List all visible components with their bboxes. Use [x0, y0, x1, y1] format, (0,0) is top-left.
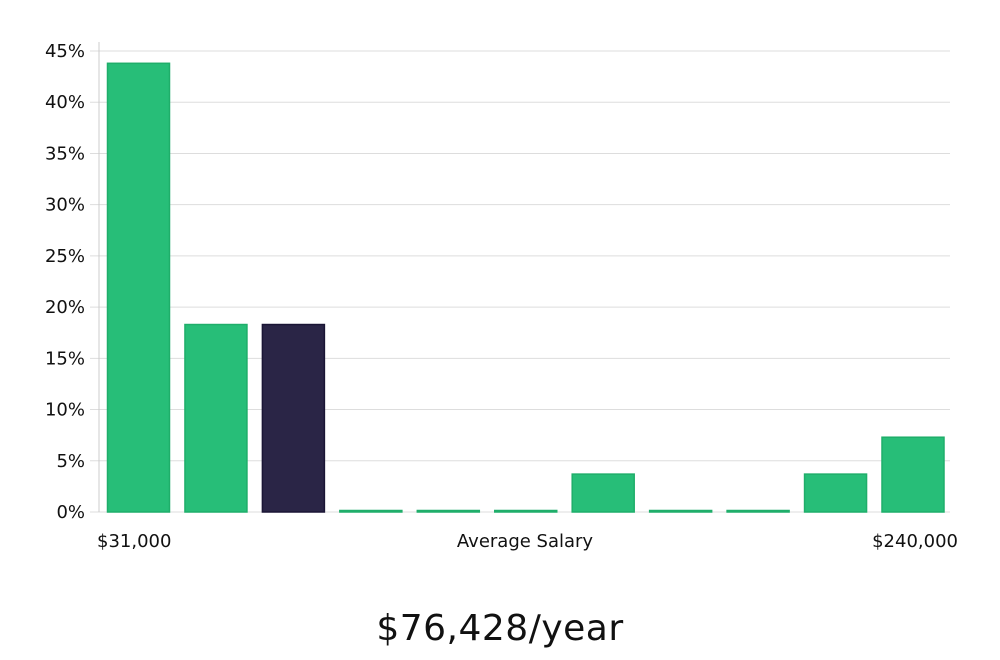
x-max-label: $240,000: [872, 531, 958, 552]
bar: [571, 473, 635, 513]
bar: [726, 509, 790, 513]
y-tick-label: 30%: [45, 195, 85, 216]
x-axis-title: Average Salary: [457, 531, 594, 552]
y-axis-ticks: 0% 5% 10% 15% 20% 25% 30% 35% 40% 45%: [45, 41, 85, 523]
salary-histogram: 0% 5% 10% 15% 20% 25% 30% 35% 40% 45% $31,000 Ave…: [45, 41, 958, 552]
y-tick-label: 40%: [45, 92, 85, 113]
x-min-label: $31,000: [97, 531, 171, 552]
y-tick-label: 35%: [45, 143, 85, 164]
y-tick-label: 5%: [56, 451, 85, 472]
y-tick-label: 25%: [45, 246, 85, 267]
bars: [106, 62, 945, 513]
bar: [648, 509, 713, 513]
bar-highlighted: [261, 323, 326, 513]
bar: [106, 62, 171, 513]
y-tick-label: 15%: [45, 348, 85, 369]
y-tick-label: 45%: [45, 41, 85, 62]
bar: [339, 509, 403, 513]
bar: [184, 323, 248, 513]
bar: [803, 473, 868, 513]
y-tick-label: 10%: [45, 400, 85, 421]
bar: [416, 509, 481, 513]
y-tick-label: 0%: [56, 502, 85, 523]
bar: [494, 509, 558, 513]
bar: [881, 436, 945, 513]
y-tick-label: 20%: [45, 297, 85, 318]
average-salary-value: $76,428/year: [376, 608, 624, 649]
